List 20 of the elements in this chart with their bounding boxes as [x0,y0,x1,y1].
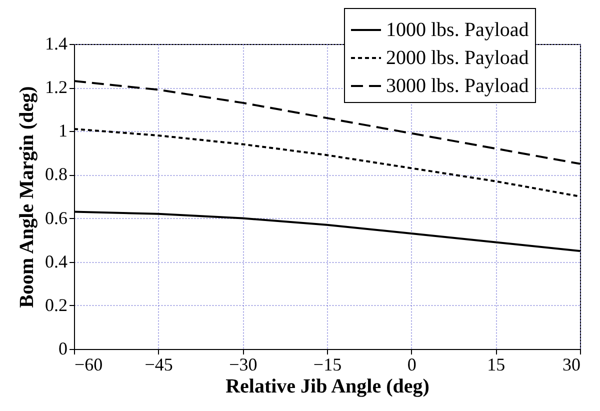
y-tick-label: 0 [58,338,68,358]
x-axis-title: Relative Jib Angle (deg) [226,376,430,398]
y-tick-label: 1.4 [45,34,68,54]
y-tick-label: 1 [58,120,68,141]
x-tick-label: −60 [74,354,103,374]
legend-label: 1000 lbs. Payload [386,19,529,41]
y-tick-label: 0.8 [45,164,68,184]
x-tick-label: 30 [562,354,580,374]
x-tick-label: −45 [144,354,173,374]
x-tick-label: 15 [487,354,506,374]
y-tick-label: 0.2 [45,294,68,315]
y-tick-label: 0.4 [45,251,68,272]
x-tick-label: −15 [313,354,342,374]
y-tick-label: 0.6 [45,208,68,228]
x-tick-label: 0 [407,354,416,374]
legend-label: 2000 lbs. Payload [386,47,529,69]
x-tick-label: −30 [229,354,258,374]
y-axis-title: Boom Angle Margin (deg) [16,86,38,308]
legend-label: 3000 lbs. Payload [386,75,529,97]
y-tick-label: 1.2 [45,77,68,98]
